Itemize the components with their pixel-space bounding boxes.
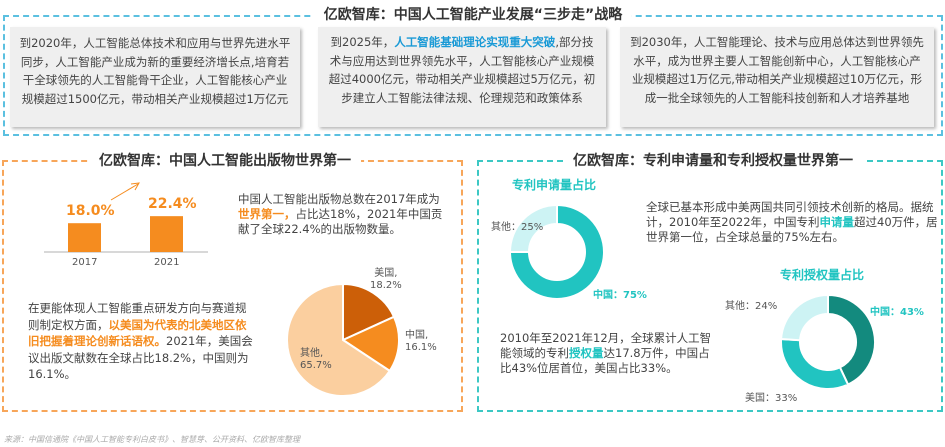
bar-category-label: 2021 [154, 257, 180, 268]
pie-label-other: 其他, 65.7% [300, 348, 332, 371]
donut2-slice-其他 [780, 293, 829, 342]
patent-title: 亿欧智库：专利申请量和专利授权量世界第一 [563, 150, 863, 170]
donut2-slice-美国 [780, 337, 850, 390]
donut2-title: 专利授权量占比 [780, 268, 865, 282]
donut1-slice-其他 [508, 203, 558, 253]
bar-value-label: 22.4% [148, 196, 197, 213]
card-2020: 到2020年，人工智能总体技术和应用与世界先进水平同步，人工智能产业成为新的重要… [10, 27, 300, 127]
source-note: 来源：中国信通院《中国人工智能专利白皮书》、智慧芽、公开资料、亿欧智库整理 [4, 435, 300, 444]
pie-label-cn: 中国, 16.1% [405, 330, 437, 353]
patent-text-2: 2010年至2021年12月，全球累计人工智能领域的专利授权量达17.8万件，中… [500, 331, 712, 375]
pie-slice-中国 [340, 315, 400, 373]
pie-slice-美国 [342, 282, 396, 342]
three-step-title: 亿欧智库：中国人工智能产业发展“三步走”战略 [313, 4, 633, 24]
trend-arrow [110, 183, 139, 201]
donut2-label-us: 美国：33% [745, 393, 798, 404]
donut2-slice-中国 [827, 293, 876, 386]
donut2-label-cn: 中国：43% [870, 307, 924, 318]
donut1-slice-中国 [508, 203, 605, 300]
bar-category-label: 2017 [72, 257, 98, 268]
pie-slice-其他 [286, 282, 392, 397]
patent-text-1: 全球已基本形成中美两国共同引领技术创新的格局。据统计，2010年至2022年，中… [646, 200, 938, 244]
donut1-label-other: 其他：25% [491, 222, 544, 233]
bar-value-label: 18.0% [66, 203, 115, 220]
donut1-label-cn: 中国：75% [593, 290, 647, 301]
trend-arrow-head [130, 182, 140, 191]
pie-label-us: 美国, 18.2% [370, 268, 402, 291]
bar-2021 [150, 216, 183, 252]
donut1-title: 专利申请量占比 [512, 178, 597, 192]
publication-text-1: 中国人工智能出版物总数在2017年成为世界第一，占比达18%，2021年中国贡献… [238, 192, 443, 236]
bar-2017 [68, 223, 101, 252]
card-2030: 到2030年，人工智能理论、技术与应用总体达到世界领先水平，成为世界主要人工智能… [620, 27, 934, 127]
publication-title: 亿欧智库：中国人工智能出版物世界第一 [89, 150, 361, 170]
donut2-label-other: 其他：24% [725, 301, 778, 312]
card-2025: 到2025年，人工智能基础理论实现重大突破,部分技术与应用达到世界领先水平，人工… [318, 27, 606, 127]
publication-text-2: 在更能体现人工智能重点研发方向与赛道规则制定权方面，以美国为代表的北美地区依旧把… [28, 301, 253, 381]
